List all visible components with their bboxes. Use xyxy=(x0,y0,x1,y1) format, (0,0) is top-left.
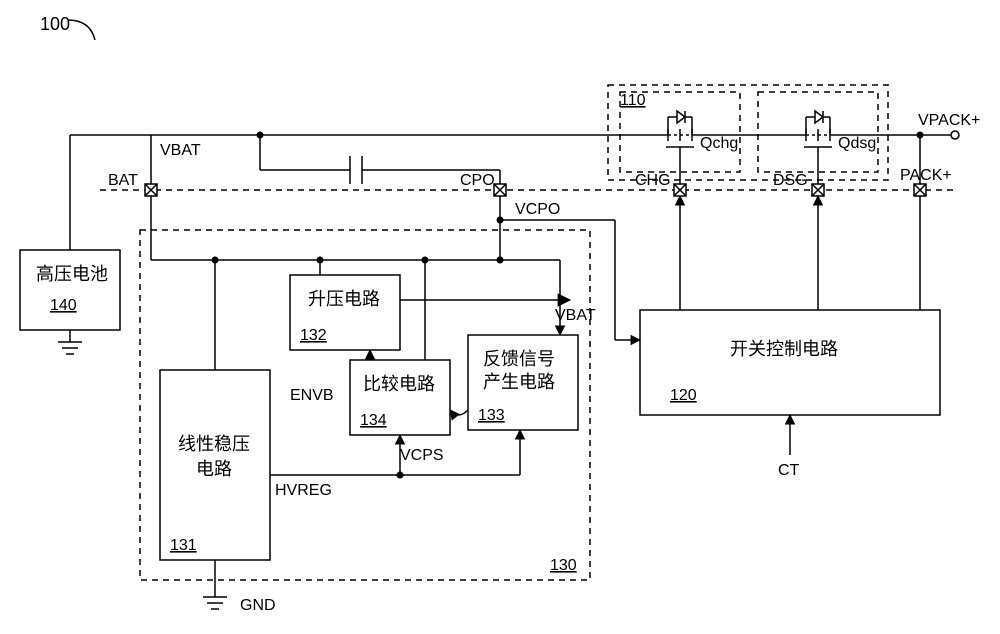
block-hv-battery-label: 高压电池 xyxy=(36,264,108,284)
gnd-battery xyxy=(58,330,82,354)
label-qdsg: Qdsg xyxy=(838,135,876,152)
pin-chg xyxy=(674,184,686,196)
label-chg: CHG xyxy=(635,172,671,189)
block-fb-ref: 133 xyxy=(478,407,505,424)
module-130-ref: 130 xyxy=(550,557,577,574)
label-pack-plus: PACK+ xyxy=(900,167,952,184)
block-comp-ref: 134 xyxy=(360,412,387,429)
terminal-vpack-plus xyxy=(951,131,959,139)
gnd-ldo xyxy=(203,585,227,609)
block-fb-label2: 产生电路 xyxy=(483,372,555,392)
block-ldo-label1: 线性稳压 xyxy=(178,434,250,454)
block-hv-battery-ref: 140 xyxy=(50,297,77,314)
label-envb: ENVB xyxy=(290,387,334,404)
module-110 xyxy=(608,85,888,180)
figure-ref: 100 xyxy=(40,14,70,34)
label-gnd: GND xyxy=(240,597,276,614)
pin-pack-plus xyxy=(914,184,926,196)
label-vbat: VBAT xyxy=(160,142,201,159)
label-vcpo: VCPO xyxy=(515,201,560,218)
label-bat: BAT xyxy=(108,172,138,189)
block-comp-label: 比较电路 xyxy=(363,374,435,394)
module-110-ref: 110 xyxy=(620,92,646,109)
pin-bat xyxy=(145,184,157,196)
block-ldo-label2: 电路 xyxy=(196,459,232,479)
label-ct: CT xyxy=(778,462,800,479)
label-dsg: DSG xyxy=(773,172,808,189)
block-switch-ctrl-label: 开关控制电路 xyxy=(730,339,838,359)
pin-cpo xyxy=(494,184,506,196)
block-switch-ctrl-ref: 120 xyxy=(670,387,697,404)
block-hv-battery xyxy=(20,250,120,330)
block-fb-label1: 反馈信号 xyxy=(483,349,555,369)
label-vbat-out: VBAT xyxy=(555,307,596,324)
label-hvreg: HVREG xyxy=(275,482,332,499)
block-boost-ref: 132 xyxy=(300,327,327,344)
label-cpo: CPO xyxy=(460,172,495,189)
label-vcps: VCPS xyxy=(400,447,444,464)
block-ldo-ref: 131 xyxy=(170,537,197,554)
label-vpack-plus: VPACK+ xyxy=(918,112,980,129)
block-boost-label: 升压电路 xyxy=(308,289,380,309)
label-qchg: Qchg xyxy=(700,135,738,152)
pin-dsg xyxy=(812,184,824,196)
figure-ref-arc xyxy=(68,20,95,40)
